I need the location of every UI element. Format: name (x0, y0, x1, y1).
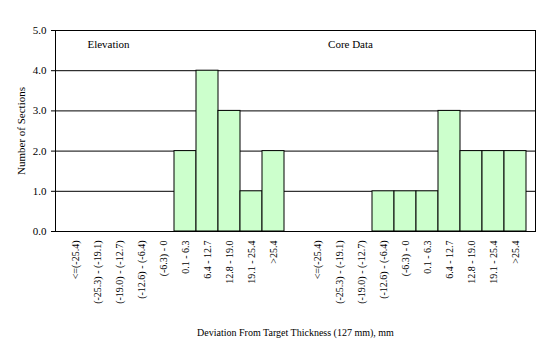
svg-text:0.1 - 6.3: 0.1 - 6.3 (180, 241, 191, 274)
svg-text:19.1 - 25.4: 19.1 - 25.4 (246, 241, 257, 284)
svg-text:(-12.6) - (-6.4): (-12.6) - (-6.4) (136, 241, 148, 299)
svg-text:(-25.3) - (-19.1): (-25.3) - (-19.1) (334, 241, 346, 304)
svg-text:0.1 - 6.3: 0.1 - 6.3 (422, 241, 433, 274)
svg-text:Number of Sections: Number of Sections (15, 87, 27, 175)
svg-text:(-12.6) - (-6.4): (-12.6) - (-6.4) (378, 241, 390, 299)
svg-text:12.8 - 19.0: 12.8 - 19.0 (466, 241, 477, 284)
svg-text:0.0: 0.0 (33, 225, 47, 237)
svg-text:19.1 - 25.4: 19.1 - 25.4 (488, 241, 499, 284)
svg-text:Elevation: Elevation (87, 38, 130, 50)
svg-text:4.0: 4.0 (33, 64, 47, 76)
svg-text:Core Data: Core Data (328, 38, 373, 50)
svg-text:<=(-25.4): <=(-25.4) (312, 241, 324, 280)
svg-text:12.8 - 19.0: 12.8 - 19.0 (224, 241, 235, 284)
svg-text:2.0: 2.0 (33, 145, 47, 157)
svg-text:(-6.3) - 0: (-6.3) - 0 (158, 241, 170, 277)
svg-text:(-19.0) - (-12.7): (-19.0) - (-12.7) (356, 241, 368, 304)
svg-text:(-6.3) - 0: (-6.3) - 0 (400, 241, 412, 277)
svg-text:5.0: 5.0 (33, 24, 47, 36)
svg-text:>25.4: >25.4 (268, 241, 279, 264)
svg-text:<=(-25.4): <=(-25.4) (70, 241, 82, 280)
svg-text:(-19.0) - (-12.7): (-19.0) - (-12.7) (114, 241, 126, 304)
svg-text:Deviation From Target Thicknes: Deviation From Target Thickness (127 mm)… (197, 327, 394, 339)
svg-text:>25.4: >25.4 (510, 241, 521, 264)
svg-text:(-25.3) - (-19.1): (-25.3) - (-19.1) (92, 241, 104, 304)
svg-text:1.0: 1.0 (33, 185, 47, 197)
svg-text:6.4 - 12.7: 6.4 - 12.7 (444, 241, 455, 279)
svg-text:6.4 - 12.7: 6.4 - 12.7 (202, 241, 213, 279)
svg-text:3.0: 3.0 (33, 104, 47, 116)
